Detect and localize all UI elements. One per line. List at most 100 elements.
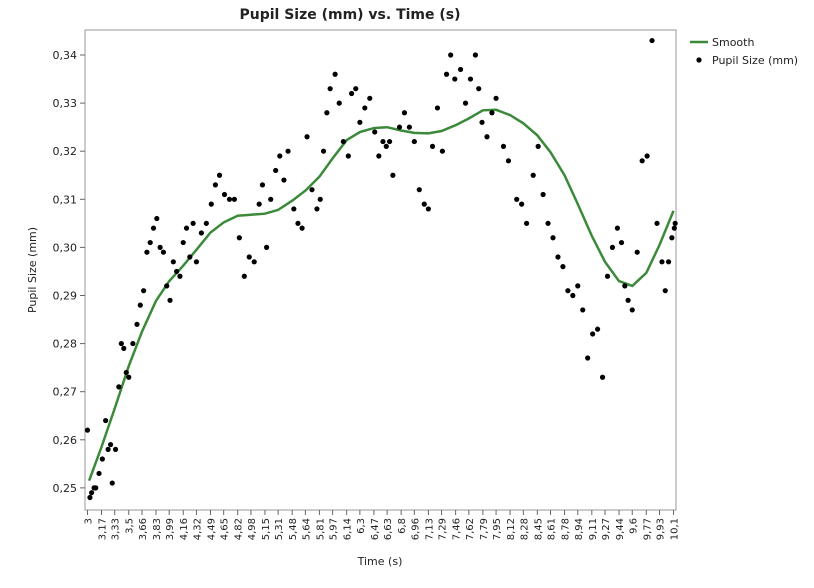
data-point [514, 196, 520, 202]
x-tick-label: 5,48 [288, 518, 299, 540]
data-point [672, 220, 678, 226]
data-point [439, 148, 446, 154]
data-point [314, 206, 320, 212]
data-point [126, 374, 132, 380]
data-point [662, 288, 668, 294]
data-point [130, 340, 136, 347]
data-point [332, 71, 338, 77]
x-tick-label: 9,77 [642, 518, 653, 540]
data-point [107, 441, 114, 448]
legend-label: Pupil Size (mm) [712, 54, 798, 67]
data-point [121, 345, 127, 351]
data-point [353, 86, 359, 92]
x-tick-label: 9,27 [601, 518, 612, 540]
data-point [112, 446, 119, 452]
data-point [523, 220, 530, 226]
data-point [421, 201, 427, 207]
data-point [345, 153, 351, 159]
data-point [99, 456, 105, 462]
data-point [530, 172, 536, 178]
data-point [320, 148, 327, 154]
data-point [84, 427, 91, 433]
x-tick-label: 6,96 [410, 518, 421, 540]
x-tick-label: 4,65 [220, 518, 231, 540]
data-point [555, 254, 561, 260]
x-tick-label: 5,81 [315, 518, 326, 540]
data-point [665, 259, 672, 265]
data-point [575, 283, 581, 289]
data-point [590, 331, 596, 337]
data-point [594, 326, 601, 332]
data-point [221, 191, 228, 198]
data-point [390, 172, 396, 178]
data-point [87, 494, 93, 501]
data-point [327, 86, 333, 92]
data-point [550, 235, 556, 241]
data-point [560, 264, 566, 270]
x-tick-label: 7,62 [465, 518, 476, 540]
x-tick-label: 3,99 [165, 518, 176, 540]
x-tick-label: 8,28 [519, 518, 530, 540]
data-point [649, 37, 655, 44]
plot-frame [84, 29, 677, 511]
data-point [285, 148, 291, 154]
data-point [198, 230, 204, 236]
data-point [134, 321, 140, 327]
x-tick-label: 3,83 [152, 518, 163, 540]
data-point [479, 119, 485, 125]
data-point [340, 138, 346, 145]
data-point [109, 480, 115, 486]
data-point [467, 76, 474, 82]
data-point [144, 249, 150, 255]
data-point [157, 244, 163, 250]
data-point [476, 86, 482, 92]
x-tick-label: 8,78 [561, 518, 572, 540]
legend-label: Smooth [712, 36, 754, 49]
data-point [425, 206, 431, 212]
data-point [193, 259, 200, 265]
y-tick-label: 0,28 [53, 338, 78, 351]
data-point [416, 187, 422, 193]
data-point [177, 273, 183, 279]
data-point [618, 239, 625, 246]
data-point [434, 105, 441, 111]
data-point [570, 292, 576, 299]
x-tick-label: 7,13 [424, 518, 435, 540]
data-point [669, 235, 675, 241]
x-tick-label: 6,8 [397, 518, 408, 534]
data-point [304, 134, 310, 140]
data-point [295, 220, 301, 226]
y-tick-label: 0,27 [53, 386, 78, 399]
x-tick-label: 3,66 [138, 518, 149, 540]
data-point [236, 235, 242, 241]
data-point [472, 52, 479, 58]
data-point [625, 297, 631, 303]
data-point [190, 220, 196, 226]
x-tick-label: 7,79 [479, 518, 490, 540]
data-point [609, 244, 616, 250]
x-tick-label: 8,45 [533, 518, 544, 540]
x-tick-label: 10,1 [670, 518, 681, 540]
data-point [654, 220, 660, 226]
data-point [349, 90, 355, 97]
data-point [167, 297, 173, 303]
x-tick-label: 9,93 [655, 518, 666, 540]
data-point [614, 225, 620, 231]
data-point [256, 201, 262, 207]
data-point [545, 220, 551, 226]
data-point [629, 307, 635, 313]
data-point [150, 225, 157, 231]
x-tick-label: 8,94 [574, 518, 585, 540]
x-tick-label: 3 [83, 518, 94, 524]
data-point [277, 153, 283, 159]
data-point [585, 355, 591, 361]
x-tick-label: 3,17 [98, 518, 109, 540]
data-point [259, 182, 266, 188]
x-tick-label: 4,32 [192, 518, 203, 540]
data-point [580, 307, 586, 313]
data-point [187, 254, 193, 260]
data-point [540, 191, 546, 198]
x-tick-label: 9,44 [615, 518, 626, 540]
x-tick-label: 9,11 [588, 518, 599, 540]
